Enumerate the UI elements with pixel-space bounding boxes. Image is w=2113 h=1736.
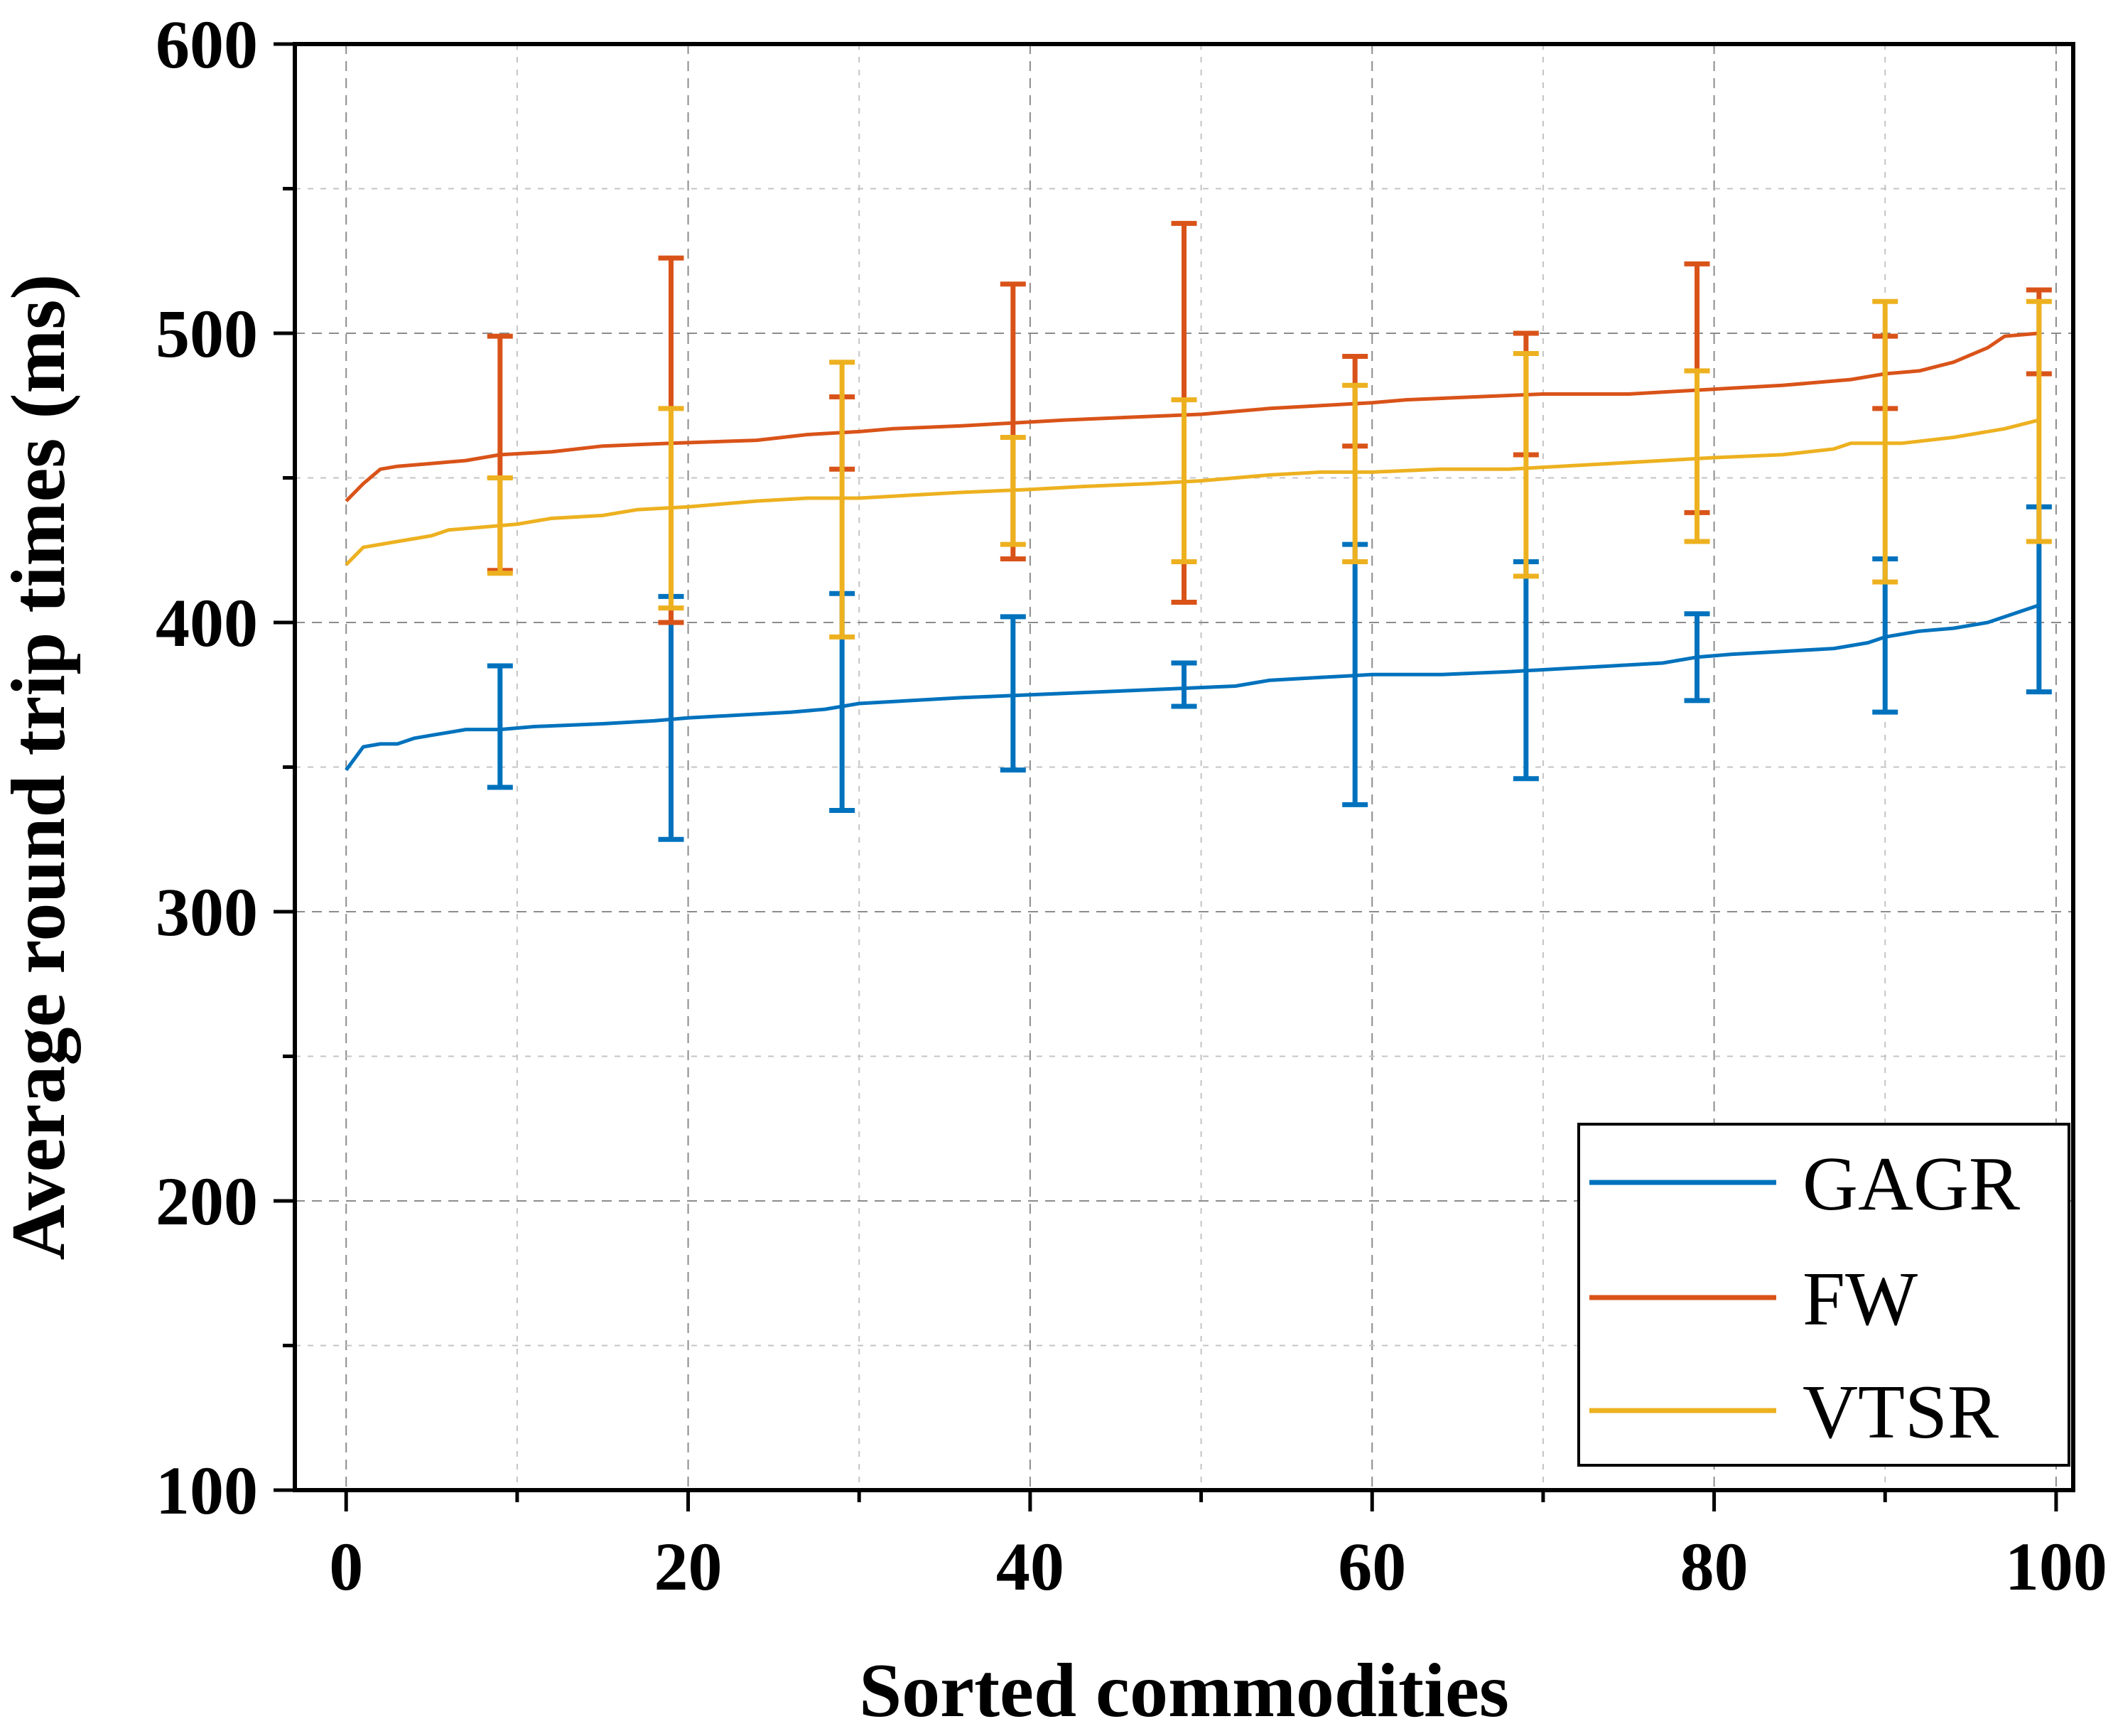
axis-ticks — [274, 42, 2058, 1511]
series-vtsr — [345, 298, 2052, 640]
x-tick-label: 40 — [996, 1529, 1064, 1605]
legend: GAGR FW VTSR — [1577, 1123, 2070, 1467]
legend-label-vtsr: VTSR — [1803, 1370, 1999, 1455]
y-tick-label: 200 — [156, 1163, 258, 1239]
y-tick-label: 600 — [156, 6, 258, 82]
series-layer — [345, 220, 2052, 842]
y-axis-title: Average round trip times (ms) — [0, 274, 81, 1261]
legend-label-gagr: GAGR — [1803, 1142, 2020, 1226]
tick-labels: 0 20 40 60 80 100 100 200 300 400 500 600 — [156, 6, 2107, 1605]
x-tick-label: 0 — [329, 1529, 363, 1605]
x-tick-label: 20 — [654, 1529, 723, 1605]
x-tick-label: 60 — [1338, 1529, 1406, 1605]
vtsr-line — [345, 418, 2040, 566]
y-tick-label: 500 — [156, 296, 258, 372]
fw-line — [345, 331, 2040, 502]
x-axis-title: Sorted commodities — [859, 1649, 1509, 1733]
legend-label-fw: FW — [1803, 1257, 1918, 1342]
x-tick-label: 100 — [2005, 1529, 2107, 1605]
x-tick-label: 80 — [1680, 1529, 1749, 1605]
y-tick-label: 300 — [156, 874, 258, 950]
y-tick-label: 100 — [156, 1452, 258, 1529]
gagr-line — [345, 603, 2040, 772]
y-tick-label: 400 — [156, 585, 258, 661]
